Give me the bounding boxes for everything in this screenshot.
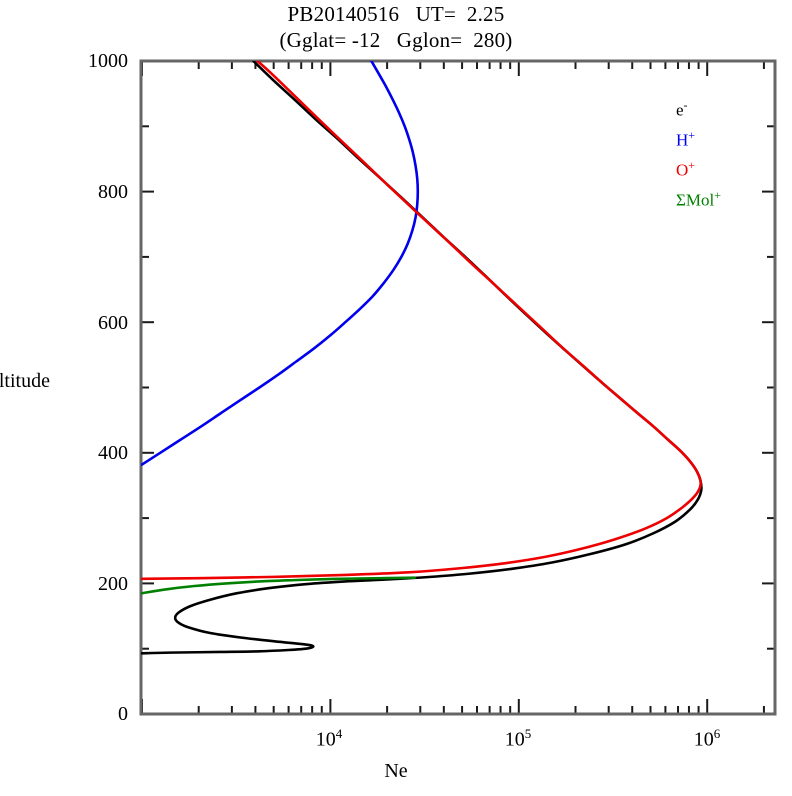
data-curves: [141, 61, 703, 655]
curve-e: [141, 61, 703, 655]
curve-sigmamol: [141, 576, 416, 595]
x-tick-label-1e4: 104: [315, 726, 343, 751]
x-axis-label: Ne: [384, 760, 408, 782]
plot-frame: [139, 59, 777, 716]
y-tick-label-400: 400: [98, 442, 128, 464]
axis-ticks: [140, 60, 775, 715]
legend-item-molecular-ions: ΣMol+: [676, 188, 722, 210]
plot-title-line-1: PB20140516 UT= 2.25: [287, 2, 505, 26]
y-tick-label-600: 600: [98, 312, 128, 334]
y-tick-label-0: 0: [118, 703, 128, 725]
legend-item-oxygen-ion: O+: [676, 158, 696, 180]
x-tick-label-1e6: 106: [693, 726, 721, 751]
legend-item-electrons: e-: [676, 98, 688, 120]
curve-h: [141, 61, 420, 466]
y-tick-label-200: 200: [98, 573, 128, 595]
legend-item-hydrogen-ion: H+: [676, 128, 696, 150]
y-tick-label-1000: 1000: [88, 50, 128, 72]
plot-title-line-2: (Gglat= -12 Gglon= 280): [279, 28, 513, 52]
y-tick-label-800: 800: [98, 181, 128, 203]
curve-o: [141, 61, 703, 581]
x-tick-label-1e5: 105: [504, 726, 532, 751]
y-axis-label: altitude: [0, 370, 50, 392]
